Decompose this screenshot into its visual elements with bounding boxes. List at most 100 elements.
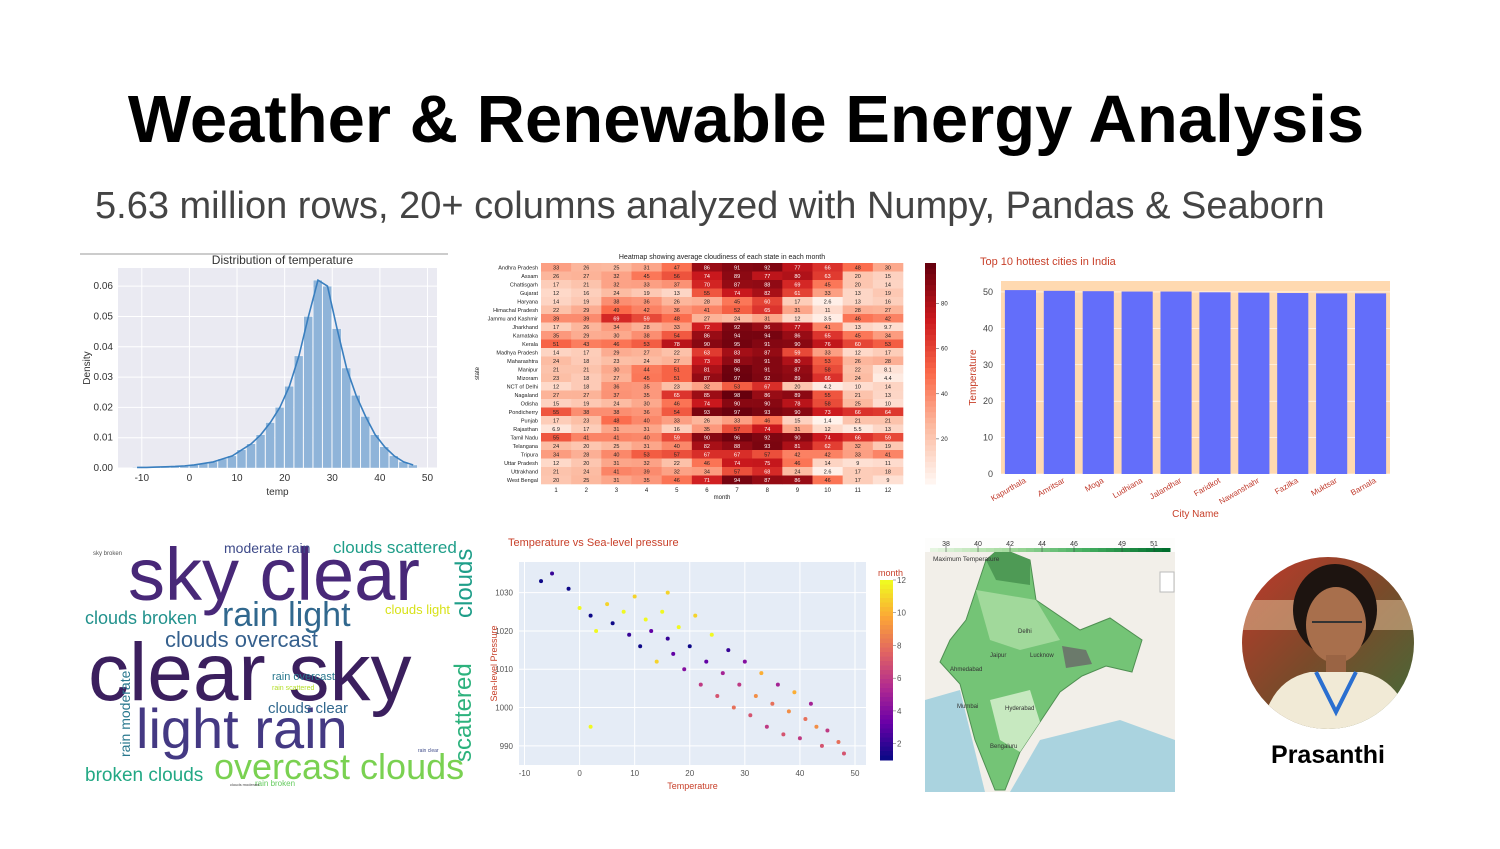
cell-label: 36 [644, 410, 650, 416]
heatmap-cell [571, 305, 602, 315]
cell-label: 54 [674, 333, 680, 339]
cell-label: 90 [764, 401, 770, 407]
y-tick-label: 40 [983, 323, 993, 333]
heatmap-cell [691, 280, 723, 289]
heatmap-cell [842, 475, 874, 485]
heatmap-cell [842, 399, 874, 408]
heatmap-cell [842, 356, 874, 366]
cell-label: 58 [825, 401, 831, 407]
density-curve [137, 278, 414, 469]
heatmap-cell [782, 433, 813, 442]
heatmap-cell [601, 390, 632, 400]
heatmap-cell [601, 297, 632, 306]
heatmap-cell [541, 263, 572, 272]
heatmap-cell [631, 373, 662, 383]
heatmap-cell [571, 356, 602, 366]
cell-label: 13 [855, 299, 861, 305]
cell-label: 28 [885, 359, 891, 365]
chart-title: Distribution of temperature [212, 253, 354, 267]
cell-label: 24 [613, 291, 619, 297]
heatmap-cell [661, 263, 693, 272]
cell-label: 97 [734, 376, 740, 382]
cell-label: 63 [704, 350, 710, 356]
colorbar-step [880, 620, 893, 626]
heatmap-cell [571, 271, 602, 281]
cell-label: 60 [764, 299, 770, 305]
x-tick-label: -10 [519, 769, 531, 778]
heatmap-cell [631, 348, 662, 357]
heatmap-cell [661, 305, 693, 315]
heatmap-cell [872, 271, 904, 281]
cell-label: 24 [855, 376, 861, 382]
cell-label: 18 [583, 359, 589, 365]
heatmap-cell [872, 373, 904, 383]
cell-label: 11 [885, 461, 891, 467]
word: clouds moderate [230, 782, 260, 787]
cell-label: 65 [764, 308, 770, 314]
cell-label: 20 [855, 282, 861, 288]
heatmap-cell [752, 467, 783, 476]
word: moderate rain [224, 540, 310, 556]
heatmap-cell [691, 331, 723, 340]
heatmap-cell [782, 288, 813, 298]
cell-label: 53 [644, 342, 650, 348]
heatmap-cell [842, 280, 874, 289]
cell-label: 92 [764, 435, 770, 441]
scatter-point [566, 586, 571, 591]
word: clouds broken [85, 608, 197, 628]
histogram-bar [265, 422, 275, 469]
heatmap-cell [752, 297, 783, 306]
heatmap-cell [631, 433, 662, 442]
heatmap-cell [842, 407, 874, 417]
cell-label: 38 [644, 333, 650, 339]
colorbar-step [925, 367, 936, 374]
histogram-bar [293, 355, 304, 469]
heatmap-cell [601, 458, 632, 468]
heatmap-cell [691, 288, 723, 298]
heatmap-cell [601, 365, 632, 374]
word: clouds [451, 549, 478, 618]
x-axis-label: City Name [1172, 509, 1219, 520]
heatmap-cell [872, 297, 904, 306]
cell-label: 92 [764, 376, 770, 382]
scatter-point [550, 571, 555, 576]
cell-label: 64 [885, 410, 891, 416]
heatmap-cell [691, 271, 723, 281]
heatmap-cell [541, 322, 572, 332]
colorbar-step [925, 478, 936, 485]
heatmap-cell [691, 297, 723, 306]
y-tick-label: 0.04 [94, 342, 114, 353]
legend-tick-label: 49 [1118, 541, 1126, 548]
row-label: Mizoram [517, 376, 539, 382]
heatmap-cell [722, 373, 753, 383]
heatmap-cell [661, 288, 693, 298]
cell-label: 60 [855, 342, 861, 348]
cell-label: 35 [644, 478, 650, 484]
cell-label: 59 [644, 316, 650, 322]
heatmap-cell [571, 314, 602, 323]
y-tick-label: 990 [500, 742, 514, 751]
heatmap-cell [782, 382, 813, 391]
cell-label: 63 [825, 274, 831, 280]
cell-label: 81 [794, 444, 800, 450]
heatmap-cell [571, 365, 602, 374]
heatmap-cell [812, 331, 843, 340]
histogram-bar [255, 434, 266, 469]
cell-label: 58 [825, 367, 831, 373]
cell-label: 98 [734, 393, 740, 399]
heatmap-cell [842, 458, 874, 468]
colorbar-step [880, 643, 893, 648]
cell-label: 35 [704, 427, 710, 433]
x-axis-label: Temperature [667, 781, 718, 791]
heatmap-cell [872, 288, 904, 298]
heatmap-cell [541, 280, 572, 289]
colorbar-step [925, 456, 936, 463]
heatmap-cell [842, 339, 874, 349]
cell-label: 39 [553, 316, 559, 322]
layer-button[interactable] [1159, 571, 1175, 593]
cell-label: 86 [764, 325, 770, 331]
legend-step [986, 548, 995, 552]
cell-label: 88 [734, 444, 740, 450]
cell-label: 21 [855, 393, 861, 399]
legend-step [1090, 548, 1099, 552]
